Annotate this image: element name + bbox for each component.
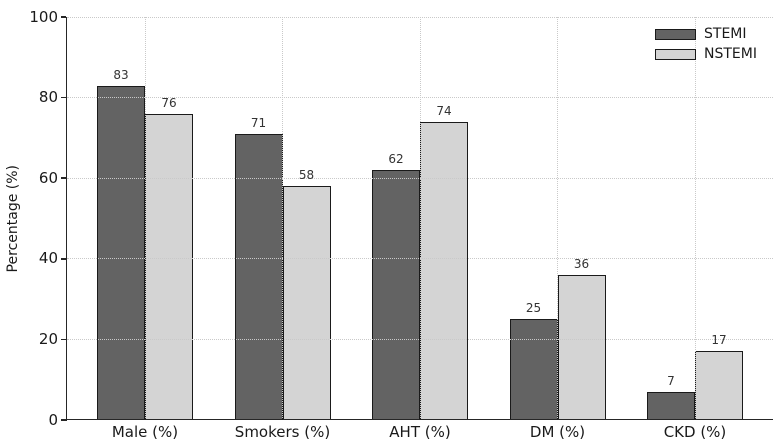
legend-swatch-nstemi xyxy=(655,48,696,60)
bar-stemi-0 xyxy=(97,85,145,420)
bar-nstemi-4 xyxy=(695,351,743,420)
x-axis-spine xyxy=(65,418,773,421)
y-axis-spine xyxy=(65,17,67,421)
bar-stemi-3 xyxy=(509,319,558,420)
y-tick-label: 80 xyxy=(38,88,58,107)
x-tick-label: AHT (%) xyxy=(389,423,451,441)
bar-value-label: 7 xyxy=(667,373,675,388)
legend: STEMI NSTEMI xyxy=(655,24,757,64)
legend-item-stemi: STEMI xyxy=(655,24,757,44)
bar-value-label: 71 xyxy=(250,115,267,130)
bar-value-label: 25 xyxy=(525,301,542,316)
y-tick-mark xyxy=(60,419,66,421)
bar-nstemi-1 xyxy=(282,186,331,420)
bar-nstemi-0 xyxy=(145,113,193,420)
x-tick-label: Male (%) xyxy=(111,423,179,441)
bar-stemi-2 xyxy=(372,170,420,420)
y-tick-mark xyxy=(60,96,66,99)
bar-nstemi-2 xyxy=(420,121,468,420)
legend-label-nstemi: NSTEMI xyxy=(704,46,757,62)
gridline-vertical xyxy=(419,17,421,420)
bar-value-label: 58 xyxy=(298,168,315,183)
bar-stemi-4 xyxy=(647,391,695,420)
x-tick-label: DM (%) xyxy=(529,423,586,441)
bar-value-label: 76 xyxy=(161,95,177,110)
bar-value-label: 62 xyxy=(388,152,404,167)
bar-nstemi-3 xyxy=(557,274,606,420)
gridline-vertical xyxy=(694,17,696,420)
x-tick-label: CKD (%) xyxy=(663,423,727,441)
y-tick-label: 20 xyxy=(38,329,58,348)
legend-label-stemi: STEMI xyxy=(704,26,747,42)
gridline-vertical xyxy=(557,17,558,420)
y-tick-mark xyxy=(60,258,66,260)
gridline-vertical xyxy=(144,17,146,420)
bar-value-label: 17 xyxy=(711,333,727,348)
bar-value-label: 83 xyxy=(113,67,129,82)
legend-item-nstemi: NSTEMI xyxy=(655,44,757,64)
bar-value-label: 36 xyxy=(573,256,590,271)
y-axis-label: Percentage (%) xyxy=(2,17,24,420)
x-tick-label: Smokers (%) xyxy=(234,423,331,441)
legend-swatch-stemi xyxy=(655,28,696,40)
bar-value-label: 74 xyxy=(436,103,452,118)
y-tick-label: 0 xyxy=(48,410,58,429)
y-tick-label: 60 xyxy=(38,168,58,187)
y-tick-mark xyxy=(60,16,66,18)
y-tick-mark xyxy=(60,338,66,341)
y-tick-label: 40 xyxy=(38,249,58,268)
gridline-vertical xyxy=(282,17,283,420)
y-tick-label: 100 xyxy=(29,7,58,26)
y-tick-mark xyxy=(60,177,66,179)
